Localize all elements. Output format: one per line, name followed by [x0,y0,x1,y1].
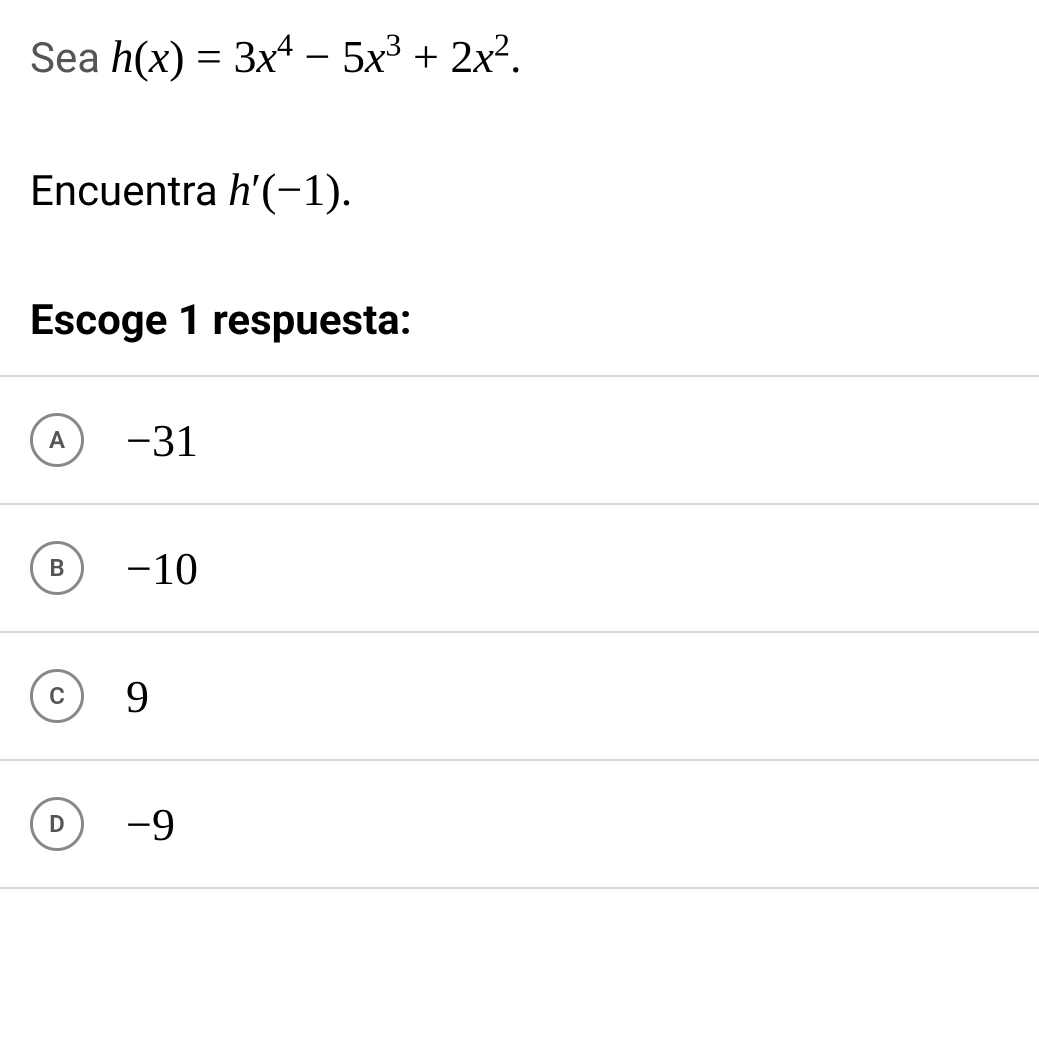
option-a[interactable]: A −31 [0,375,1039,503]
option-b-text: −10 [126,542,198,595]
option-d-text: −9 [126,798,175,851]
options-list: A −31 B −10 C 9 D −9 [0,375,1039,889]
radio-c[interactable]: C [30,669,84,723]
option-c-text: 9 [126,670,149,723]
radio-letter: D [49,810,65,838]
option-c[interactable]: C 9 [0,631,1039,759]
option-a-text: −31 [126,414,198,467]
radio-letter: A [49,426,65,454]
radio-letter: C [49,682,65,710]
lead-text: Sea [30,34,110,83]
question-line-1: Sea h(x) = 3x4 − 5x3 + 2x2. [30,30,1009,83]
option-b[interactable]: B −10 [0,503,1039,631]
radio-d[interactable]: D [30,797,84,851]
radio-a[interactable]: A [30,413,84,467]
radio-letter: B [49,554,64,582]
instruction-text: Escoge 1 respuesta: [30,296,1009,345]
option-d[interactable]: D −9 [0,759,1039,889]
question-line-2: Encuentra h′(−1). [30,163,1009,216]
find-lead: Encuentra [30,167,228,216]
find-expression: h′(−1). [228,164,352,215]
function-expression: h(x) = 3x4 − 5x3 + 2x2. [110,31,521,82]
radio-b[interactable]: B [30,541,84,595]
